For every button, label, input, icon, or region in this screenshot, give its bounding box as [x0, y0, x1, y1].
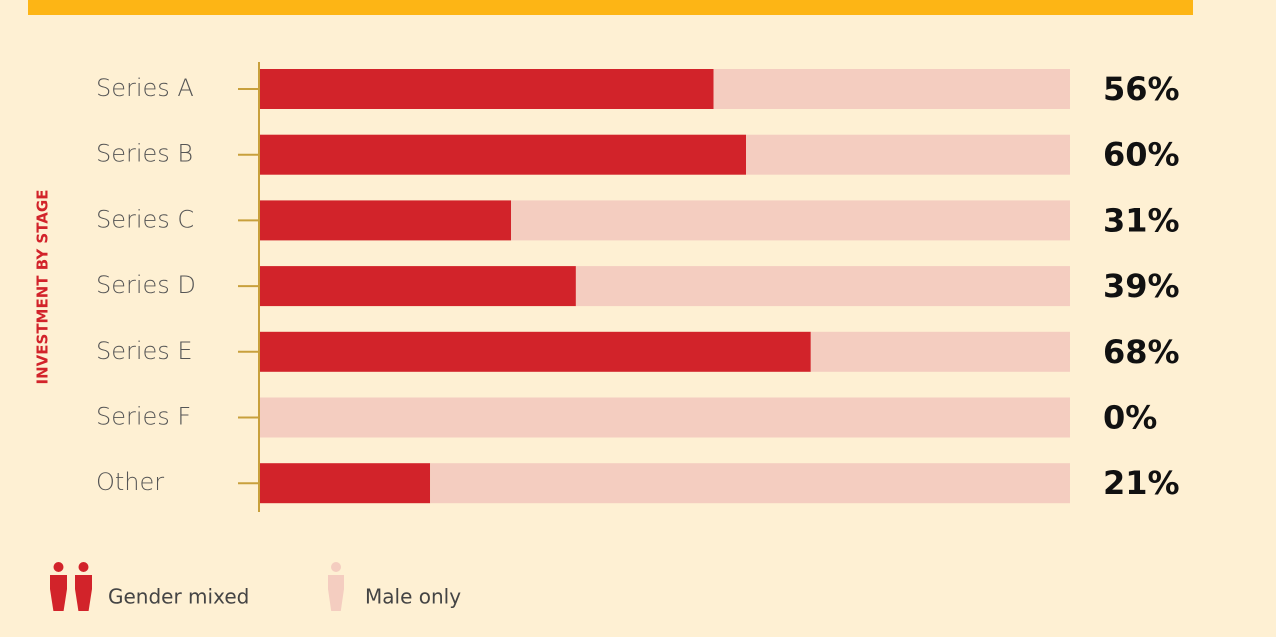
category-label: Series C: [96, 205, 194, 233]
legend-icon: [331, 562, 341, 572]
bar-segment: [260, 331, 811, 372]
bar-segment: [575, 266, 1070, 307]
legend-icon: [78, 562, 89, 572]
legend-icon: [53, 562, 64, 572]
bar-segment: [810, 331, 1070, 372]
bar-segment: [430, 463, 1071, 504]
value-label: 56%: [1103, 70, 1180, 108]
legend-icon: [49, 575, 67, 611]
bar-segment: [746, 134, 1070, 175]
bar-segment: [260, 69, 714, 109]
bar-segment: [260, 134, 746, 175]
category-label: Series A: [96, 74, 194, 102]
value-label: 21%: [1103, 464, 1180, 502]
value-label: 0%: [1103, 399, 1157, 437]
value-label: 60%: [1103, 136, 1180, 174]
value-label: 39%: [1103, 267, 1180, 305]
category-label: Series D: [96, 271, 196, 299]
bar-segment: [260, 200, 512, 241]
value-label: 31%: [1103, 201, 1180, 239]
bar-segment: [260, 266, 576, 307]
legend-icon: [327, 575, 344, 611]
category-label: Series F: [96, 403, 191, 431]
category-label: Series E: [96, 337, 193, 365]
legend-icon: [75, 575, 92, 611]
bar-segment: [511, 200, 1071, 241]
legend-label: Gender mixed: [108, 585, 249, 609]
top-band: [28, 0, 1193, 15]
bar-segment: [260, 463, 431, 504]
category-label: Series B: [96, 140, 193, 168]
value-label: 68%: [1103, 333, 1180, 371]
y-axis-title: INVESTMENT BY STAGE: [34, 190, 52, 385]
bar-segment: [713, 69, 1070, 109]
category-label: Other: [96, 468, 164, 496]
legend-label: Male only: [365, 585, 461, 609]
bar-segment: [260, 397, 1070, 438]
